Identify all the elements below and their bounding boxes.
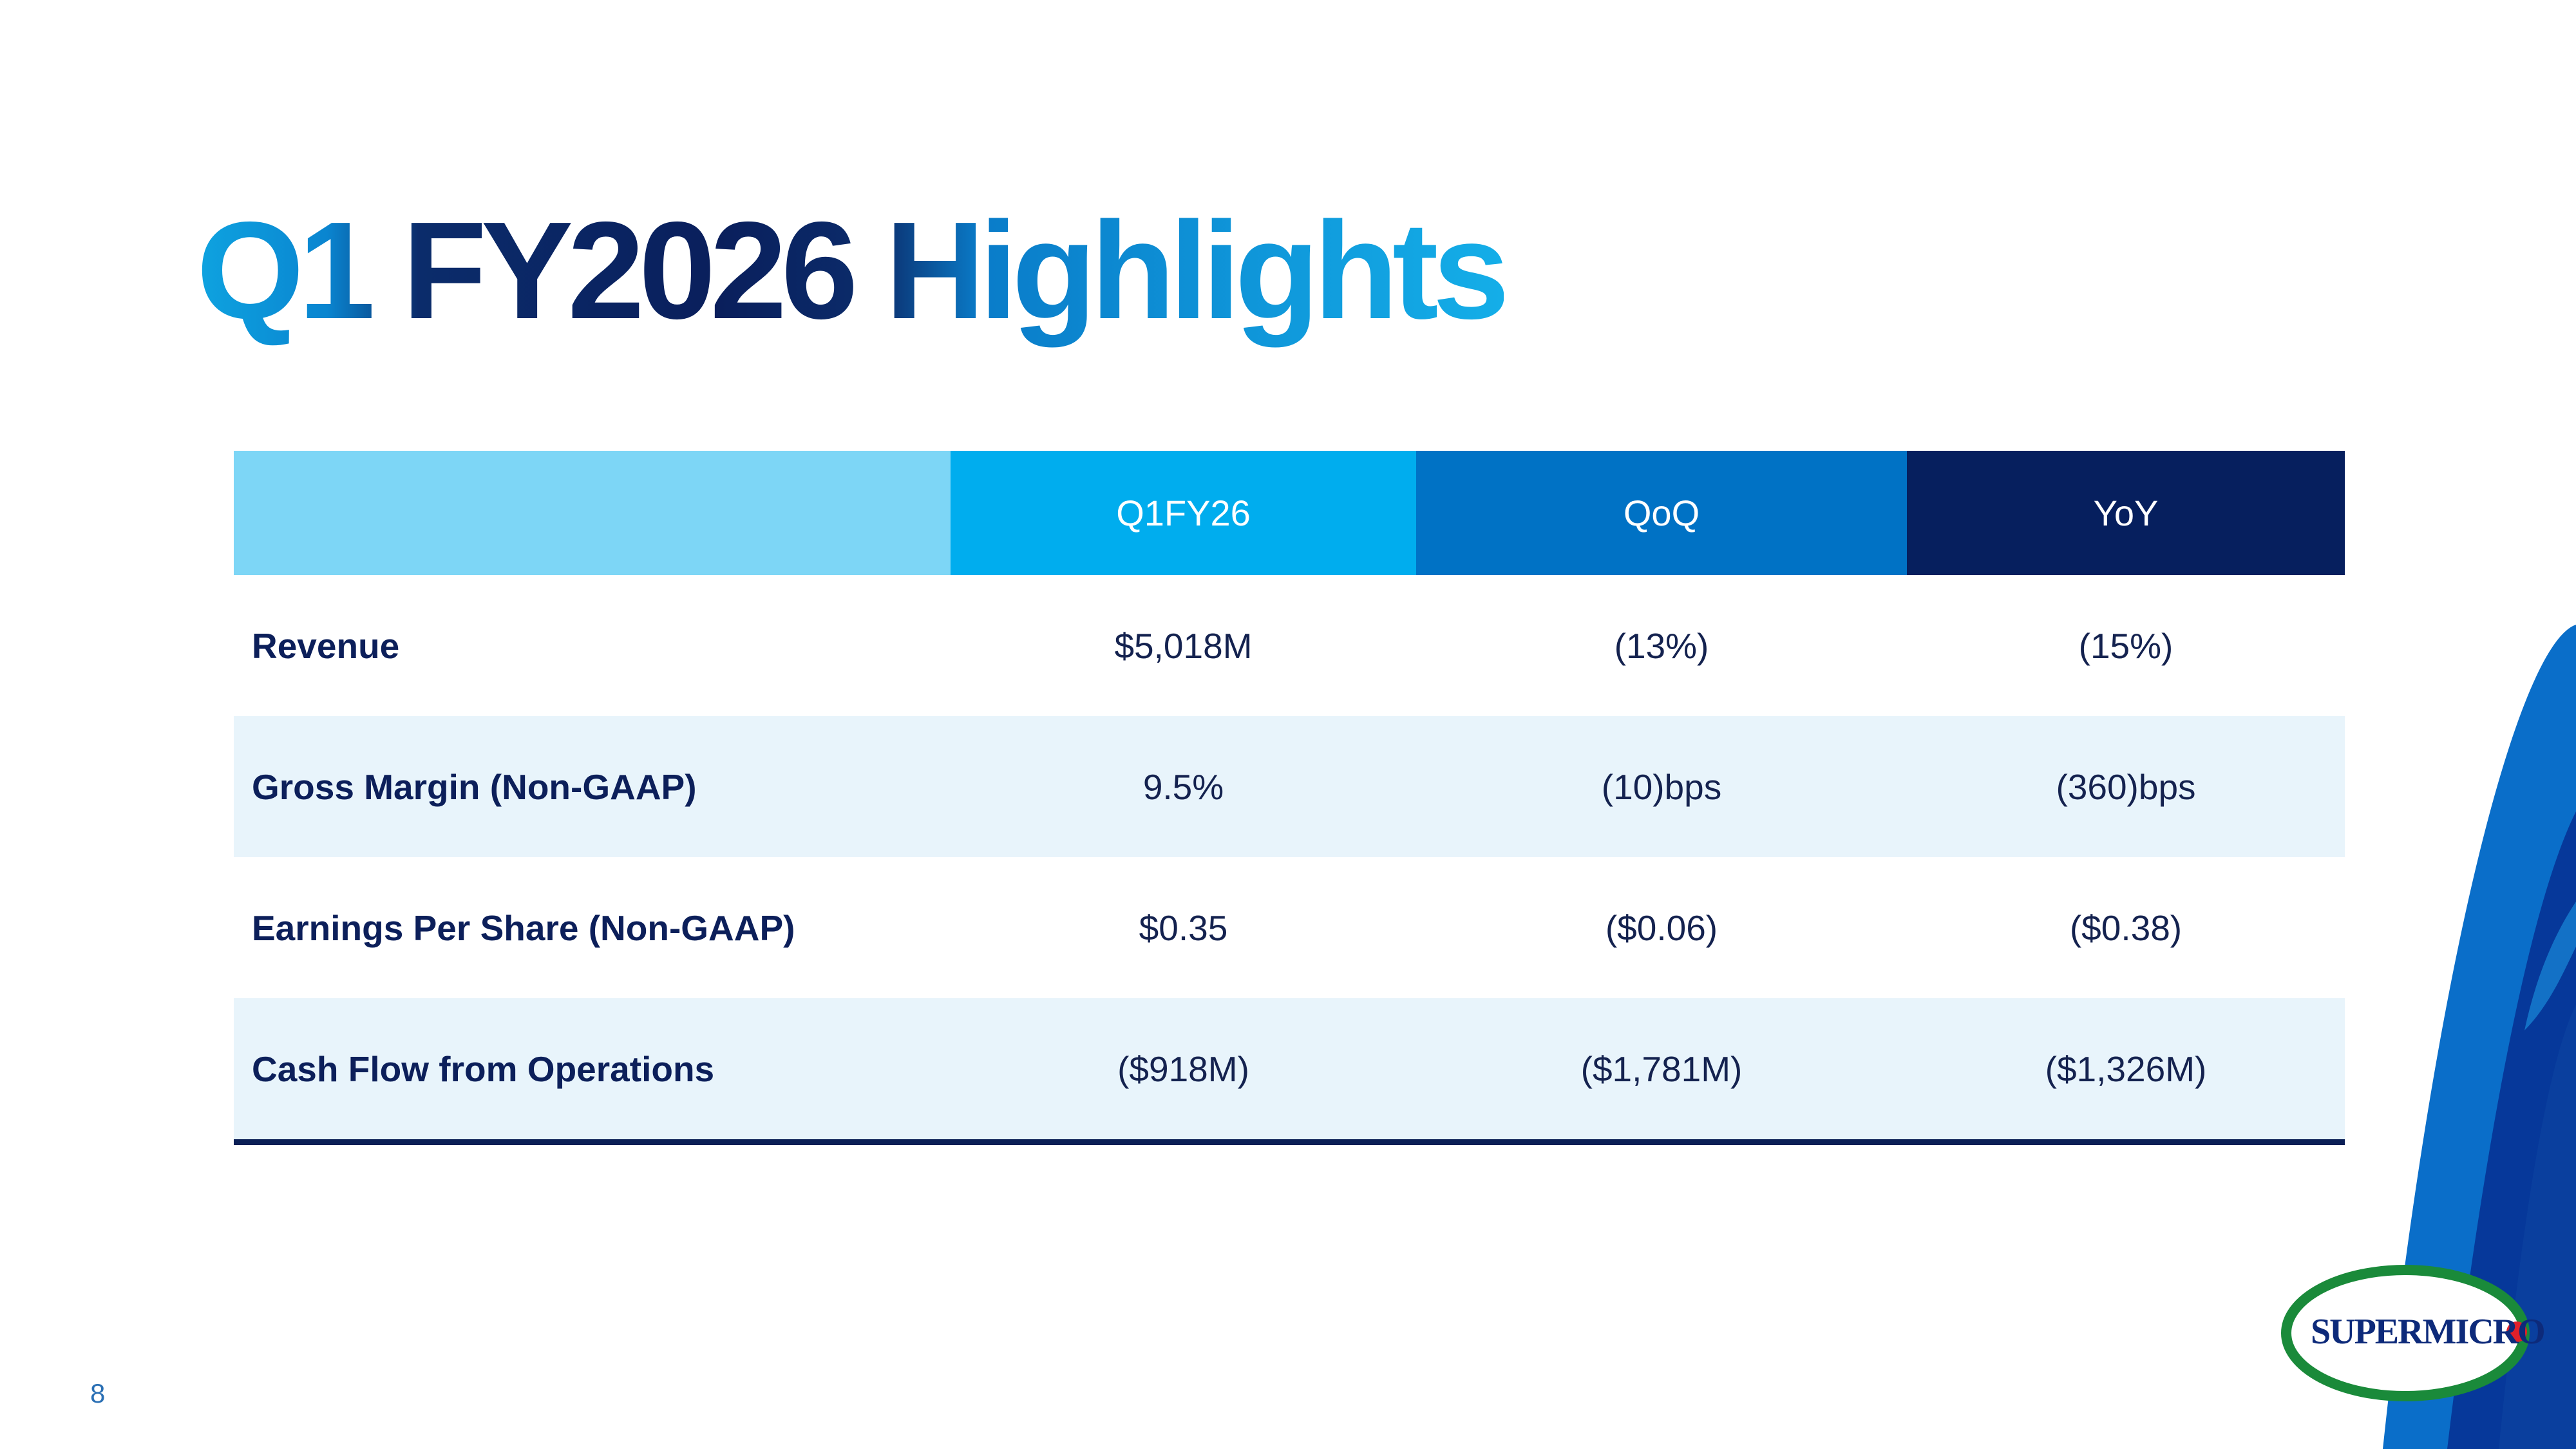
header-cell-q1fy26: Q1FY26 (951, 451, 1416, 575)
table-row-cash-flow: Cash Flow from Operations ($918M) ($1,78… (234, 998, 2345, 1145)
cell-q1fy26: 9.5% (951, 716, 1416, 857)
cell-yoy: ($0.38) (2069, 907, 2183, 948)
row-label: Earnings Per Share (Non-GAAP) (252, 907, 795, 948)
header-cell-yoy: YoY (1907, 451, 2345, 575)
cell-qoq: (13%) (1614, 625, 1709, 666)
cell-yoy: (360)bps (1907, 716, 2345, 857)
row-label: Cash Flow from Operations (234, 998, 951, 1145)
header-cell-qoq: QoQ (1416, 451, 1907, 575)
page-number: 8 (90, 1378, 106, 1408)
table-header-row: Q1FY26 QoQ YoY (234, 451, 2345, 575)
row-label: Revenue (252, 625, 400, 666)
header-cell-blank (234, 451, 951, 575)
cell-qoq: (10)bps (1416, 716, 1907, 857)
cell-q1fy26: ($918M) (951, 998, 1416, 1145)
supermicro-logo: SUPERMICRO (2280, 1262, 2546, 1404)
table-row-eps: Earnings Per Share (Non-GAAP) $0.35 ($0.… (234, 857, 2345, 998)
page-title: Q1 FY2026 Highlights (196, 193, 1510, 348)
cell-q1fy26: $0.35 (1139, 907, 1228, 948)
logo-wordmark: SUPERMICRO (2311, 1312, 2546, 1352)
table-row-revenue: Revenue $5,018M (13%) (15%) (234, 575, 2345, 716)
cell-q1fy26: $5,018M (1114, 625, 1253, 666)
cell-qoq: ($1,781M) (1416, 998, 1907, 1145)
cell-yoy: ($1,326M) (1907, 998, 2345, 1145)
logo-emblem-icon (2281, 1265, 2530, 1401)
cell-yoy: (15%) (2078, 625, 2174, 666)
table-row-gross-margin: Gross Margin (Non-GAAP) 9.5% (10)bps (36… (234, 716, 2345, 857)
highlights-table: Q1FY26 QoQ YoY Revenue $5,018M (13%) (15… (234, 451, 2345, 1145)
cell-qoq: ($0.06) (1605, 907, 1718, 948)
row-label: Gross Margin (Non-GAAP) (234, 716, 951, 857)
